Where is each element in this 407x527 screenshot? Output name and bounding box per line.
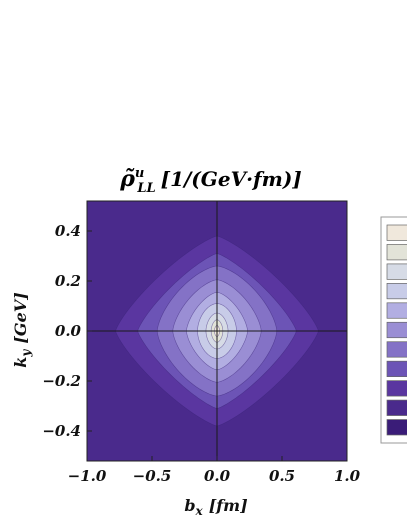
- legend-swatch: [386, 360, 407, 377]
- y-axis-label: ky [GeV]: [11, 292, 33, 367]
- x-tick-label: −1.0: [68, 467, 107, 485]
- x-axis-unit: [fm]: [209, 496, 248, 515]
- title-subscript: LL: [136, 181, 155, 196]
- y-axis-unit: [GeV]: [11, 292, 30, 343]
- y-tick-label: 0.2: [55, 272, 81, 290]
- y-axis-var: k: [11, 357, 30, 368]
- legend-swatch: [386, 224, 407, 241]
- x-tick-label: 0.5: [269, 467, 295, 485]
- chart-title: ρ̃u LL [1/(GeV·fm)]: [119, 166, 302, 196]
- y-tick-label: −0.4: [42, 422, 81, 440]
- x-axis-sub: x: [195, 504, 204, 518]
- y-tick-label: 0.4: [55, 222, 81, 240]
- x-axis-var: b: [184, 496, 195, 515]
- y-axis-sub: y: [19, 349, 33, 358]
- y-axis-ticks: 0.4 0.2 0.0 −0.2 −0.4: [42, 222, 92, 440]
- legend-swatch: [386, 321, 407, 339]
- x-tick-label: 1.0: [334, 467, 361, 485]
- x-axis-label: bx [fm]: [184, 496, 247, 518]
- legend-swatch: [386, 283, 407, 300]
- crosshair-lines: [87, 201, 347, 461]
- legend-swatch: [386, 380, 407, 397]
- y-tick-label: 0.0: [55, 322, 82, 340]
- legend-swatch: [386, 244, 407, 261]
- legend-swatch: [386, 399, 407, 416]
- legend-swatch: [386, 263, 407, 280]
- x-tick-label: −0.5: [133, 467, 172, 485]
- legend-swatch: [386, 419, 407, 436]
- x-tick-label: 0.0: [204, 467, 231, 485]
- title-units: [1/(GeV·fm)]: [161, 167, 302, 191]
- x-axis-ticks: −1.0 −0.5 0.0 0.5 1.0: [68, 456, 361, 485]
- color-legend: [380, 216, 407, 444]
- title-superscript: u: [135, 166, 144, 181]
- legend-swatch: [386, 302, 407, 319]
- legend-swatch: [386, 341, 407, 358]
- title-symbol: ρ̃: [119, 166, 135, 192]
- y-tick-label: −0.2: [42, 372, 81, 390]
